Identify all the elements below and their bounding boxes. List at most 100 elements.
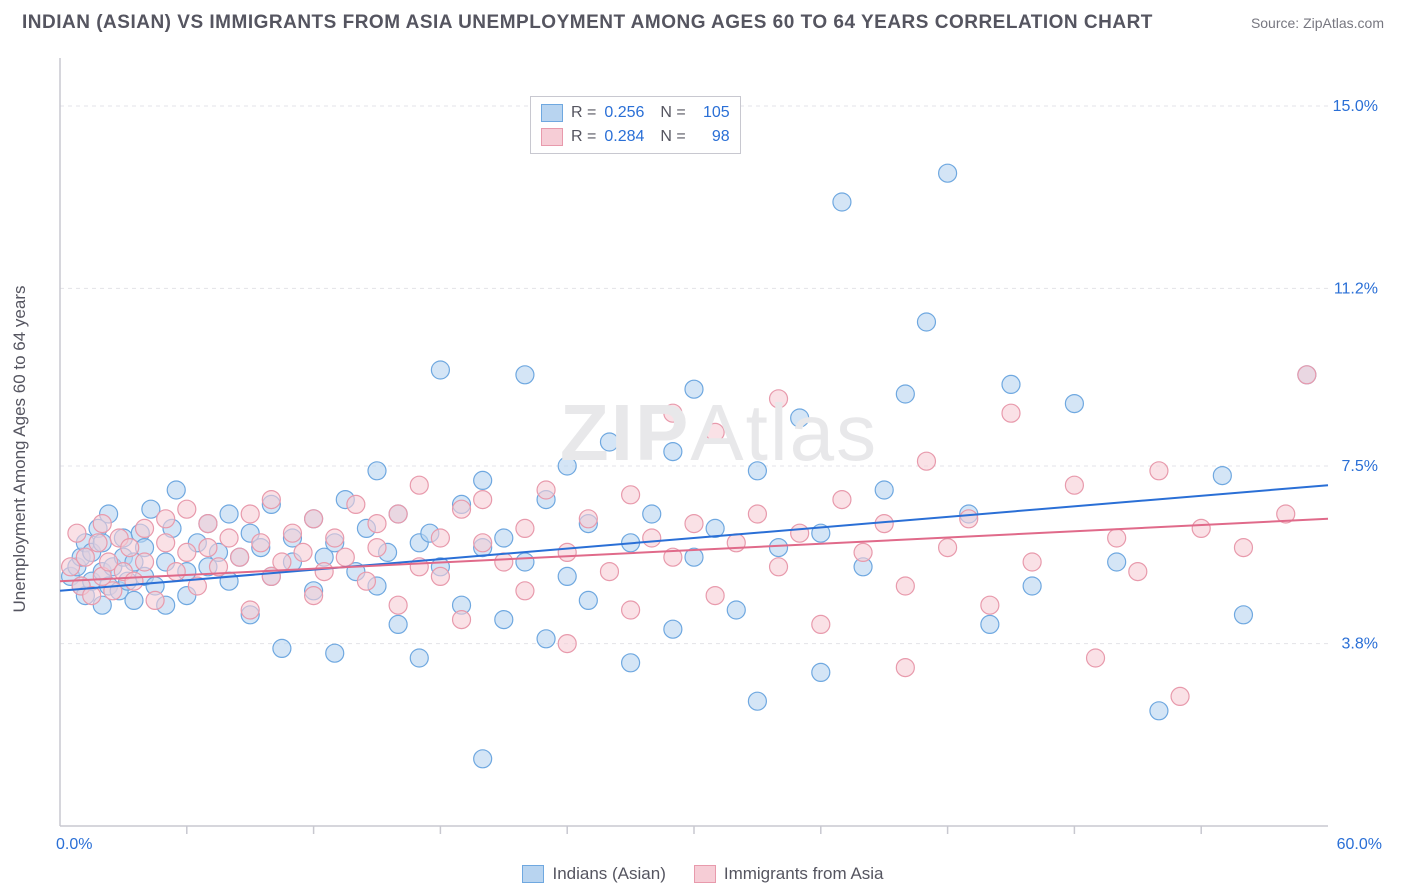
stats-row: R =0.256N =105: [541, 101, 730, 125]
data-point: [917, 313, 935, 331]
legend-swatch: [522, 865, 544, 883]
source-credit: Source: ZipAtlas.com: [1251, 15, 1384, 31]
data-point: [273, 639, 291, 657]
data-point: [495, 529, 513, 547]
data-point: [875, 481, 893, 499]
data-point: [262, 491, 280, 509]
r-value: 0.284: [604, 128, 652, 146]
data-point: [622, 486, 640, 504]
x-axis-end-label: 60.0%: [1337, 836, 1382, 854]
series-legend: Indians (Asian) Immigrants from Asia: [0, 864, 1406, 884]
n-label: N =: [660, 104, 685, 122]
data-point: [981, 615, 999, 633]
data-point: [1002, 375, 1020, 393]
data-point: [1171, 687, 1189, 705]
n-label: N =: [660, 128, 685, 146]
data-point: [410, 649, 428, 667]
data-point: [685, 380, 703, 398]
data-point: [474, 750, 492, 768]
data-point: [167, 481, 185, 499]
data-point: [368, 539, 386, 557]
data-point: [167, 563, 185, 581]
data-point: [453, 500, 471, 518]
data-point: [896, 659, 914, 677]
stats-legend: R =0.256N =105R =0.284N =98: [530, 96, 741, 154]
data-point: [791, 524, 809, 542]
data-point: [664, 404, 682, 422]
x-axis-start-label: 0.0%: [56, 836, 92, 854]
data-point: [241, 601, 259, 619]
data-point: [833, 193, 851, 211]
series-name: Indians (Asian): [552, 864, 665, 884]
data-point: [600, 433, 618, 451]
data-point: [706, 423, 724, 441]
data-point: [389, 615, 407, 633]
data-point: [1213, 467, 1231, 485]
data-point: [76, 548, 94, 566]
data-point: [664, 443, 682, 461]
data-point: [643, 529, 661, 547]
data-point: [558, 635, 576, 653]
data-point: [1023, 577, 1041, 595]
r-label: R =: [571, 128, 596, 146]
legend-swatch: [541, 104, 563, 122]
data-point: [178, 500, 196, 518]
data-point: [241, 505, 259, 523]
data-point: [516, 553, 534, 571]
data-point: [474, 534, 492, 552]
data-point: [558, 457, 576, 475]
data-point: [1234, 606, 1252, 624]
data-point: [157, 534, 175, 552]
y-tick-label: 3.8%: [1342, 636, 1378, 653]
data-point: [157, 510, 175, 528]
series-legend-item: Immigrants from Asia: [694, 864, 884, 884]
data-point: [833, 491, 851, 509]
data-point: [199, 539, 217, 557]
data-point: [1298, 366, 1316, 384]
data-point: [326, 644, 344, 662]
data-point: [389, 596, 407, 614]
data-point: [896, 385, 914, 403]
data-point: [389, 505, 407, 523]
data-point: [368, 462, 386, 480]
n-value: 105: [694, 104, 730, 122]
data-point: [136, 553, 154, 571]
y-tick-label: 11.2%: [1334, 280, 1378, 297]
data-point: [305, 510, 323, 528]
r-value: 0.256: [604, 104, 652, 122]
data-point: [917, 452, 935, 470]
data-point: [294, 543, 312, 561]
data-point: [1192, 519, 1210, 537]
data-point: [283, 524, 301, 542]
data-point: [474, 491, 492, 509]
data-point: [748, 692, 766, 710]
data-point: [770, 539, 788, 557]
data-point: [558, 567, 576, 585]
data-point: [1065, 476, 1083, 494]
chart-title: INDIAN (ASIAN) VS IMMIGRANTS FROM ASIA U…: [22, 12, 1153, 34]
data-point: [791, 409, 809, 427]
data-point: [231, 548, 249, 566]
legend-swatch: [694, 865, 716, 883]
data-point: [579, 510, 597, 528]
data-point: [220, 505, 238, 523]
data-point: [706, 519, 724, 537]
data-point: [622, 654, 640, 672]
data-point: [537, 481, 555, 499]
data-point: [579, 591, 597, 609]
data-point: [273, 553, 291, 571]
data-point: [516, 582, 534, 600]
data-point: [770, 558, 788, 576]
stats-row: R =0.284N =98: [541, 125, 730, 149]
data-point: [93, 515, 111, 533]
data-point: [104, 582, 122, 600]
series-name: Immigrants from Asia: [724, 864, 884, 884]
legend-swatch: [541, 128, 563, 146]
data-point: [368, 515, 386, 533]
chart-area: Unemployment Among Ages 60 to 64 years 3…: [50, 48, 1388, 850]
data-point: [812, 615, 830, 633]
data-point: [981, 596, 999, 614]
data-point: [410, 476, 428, 494]
data-point: [748, 505, 766, 523]
data-point: [516, 519, 534, 537]
